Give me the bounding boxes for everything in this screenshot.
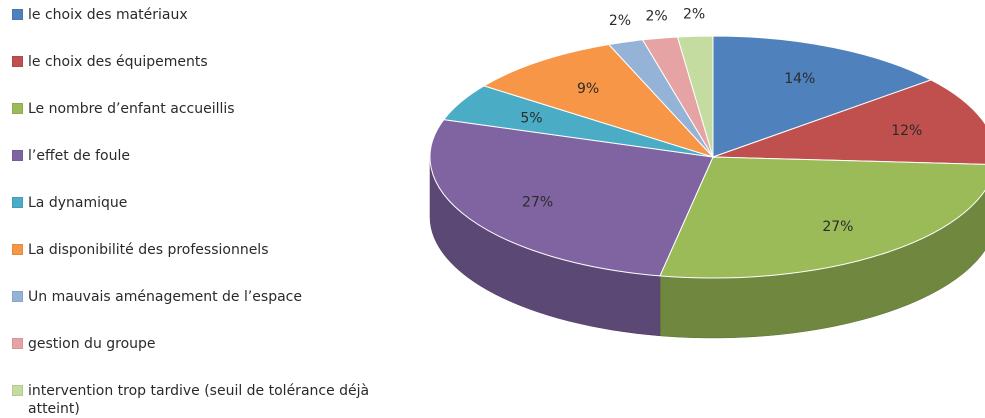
slice-value-label: 2% — [683, 6, 705, 22]
legend-label: La dynamique — [28, 195, 128, 211]
legend-swatch — [12, 56, 23, 67]
pie-slice — [712, 79, 985, 165]
pie-slice — [482, 43, 715, 159]
legend-swatch — [12, 103, 23, 114]
legend-item: La dynamique — [12, 194, 412, 241]
pie-slice — [676, 35, 714, 158]
legend-item: gestion du groupe — [12, 335, 412, 382]
slice-value-label: 14% — [784, 71, 815, 87]
slice-value-label: 12% — [891, 123, 922, 139]
legend-label: le choix des équipements — [28, 54, 208, 70]
legend-label: Un mauvais aménagement de l’espace — [28, 289, 302, 305]
legend-swatch — [12, 291, 23, 302]
legend-item: intervention trop tardive (seuil de tolé… — [12, 382, 412, 418]
slice-value-label: 2% — [609, 13, 631, 29]
slice-value-label: 2% — [645, 8, 667, 24]
slice-value-label: 5% — [520, 110, 542, 126]
legend-label: Le nombre d’enfant accueillis — [28, 101, 235, 117]
legend-item: l’effet de foule — [12, 147, 412, 194]
legend-swatch — [12, 197, 23, 208]
slice-value-label: 9% — [577, 81, 599, 97]
legend-item: Le nombre d’enfant accueillis — [12, 100, 412, 147]
legend-item: le choix des équipements — [12, 53, 412, 100]
chart-legend: le choix des matériaux le choix des équip… — [12, 6, 412, 418]
legend-swatch — [12, 338, 23, 349]
legend-swatch — [12, 385, 23, 396]
legend-label: intervention trop tardive (seuil de tolé… — [28, 383, 370, 417]
pie-slice — [712, 35, 933, 158]
legend-label: La disponibilité des professionnels — [28, 242, 269, 258]
legend-item: La disponibilité des professionnels — [12, 241, 412, 288]
legend-item: le choix des matériaux — [12, 6, 412, 53]
legend-label: l’effet de foule — [28, 148, 130, 164]
legend-label: le choix des matériaux — [28, 7, 188, 23]
legend-label: gestion du groupe — [28, 336, 156, 352]
pie-slice — [429, 119, 714, 277]
legend-swatch — [12, 9, 23, 20]
legend-item: Un mauvais aménagement de l’espace — [12, 288, 412, 335]
slice-value-label: 27% — [822, 219, 853, 235]
legend-swatch — [12, 150, 23, 161]
legend-swatch — [12, 244, 23, 255]
slice-value-label: 27% — [522, 194, 553, 210]
